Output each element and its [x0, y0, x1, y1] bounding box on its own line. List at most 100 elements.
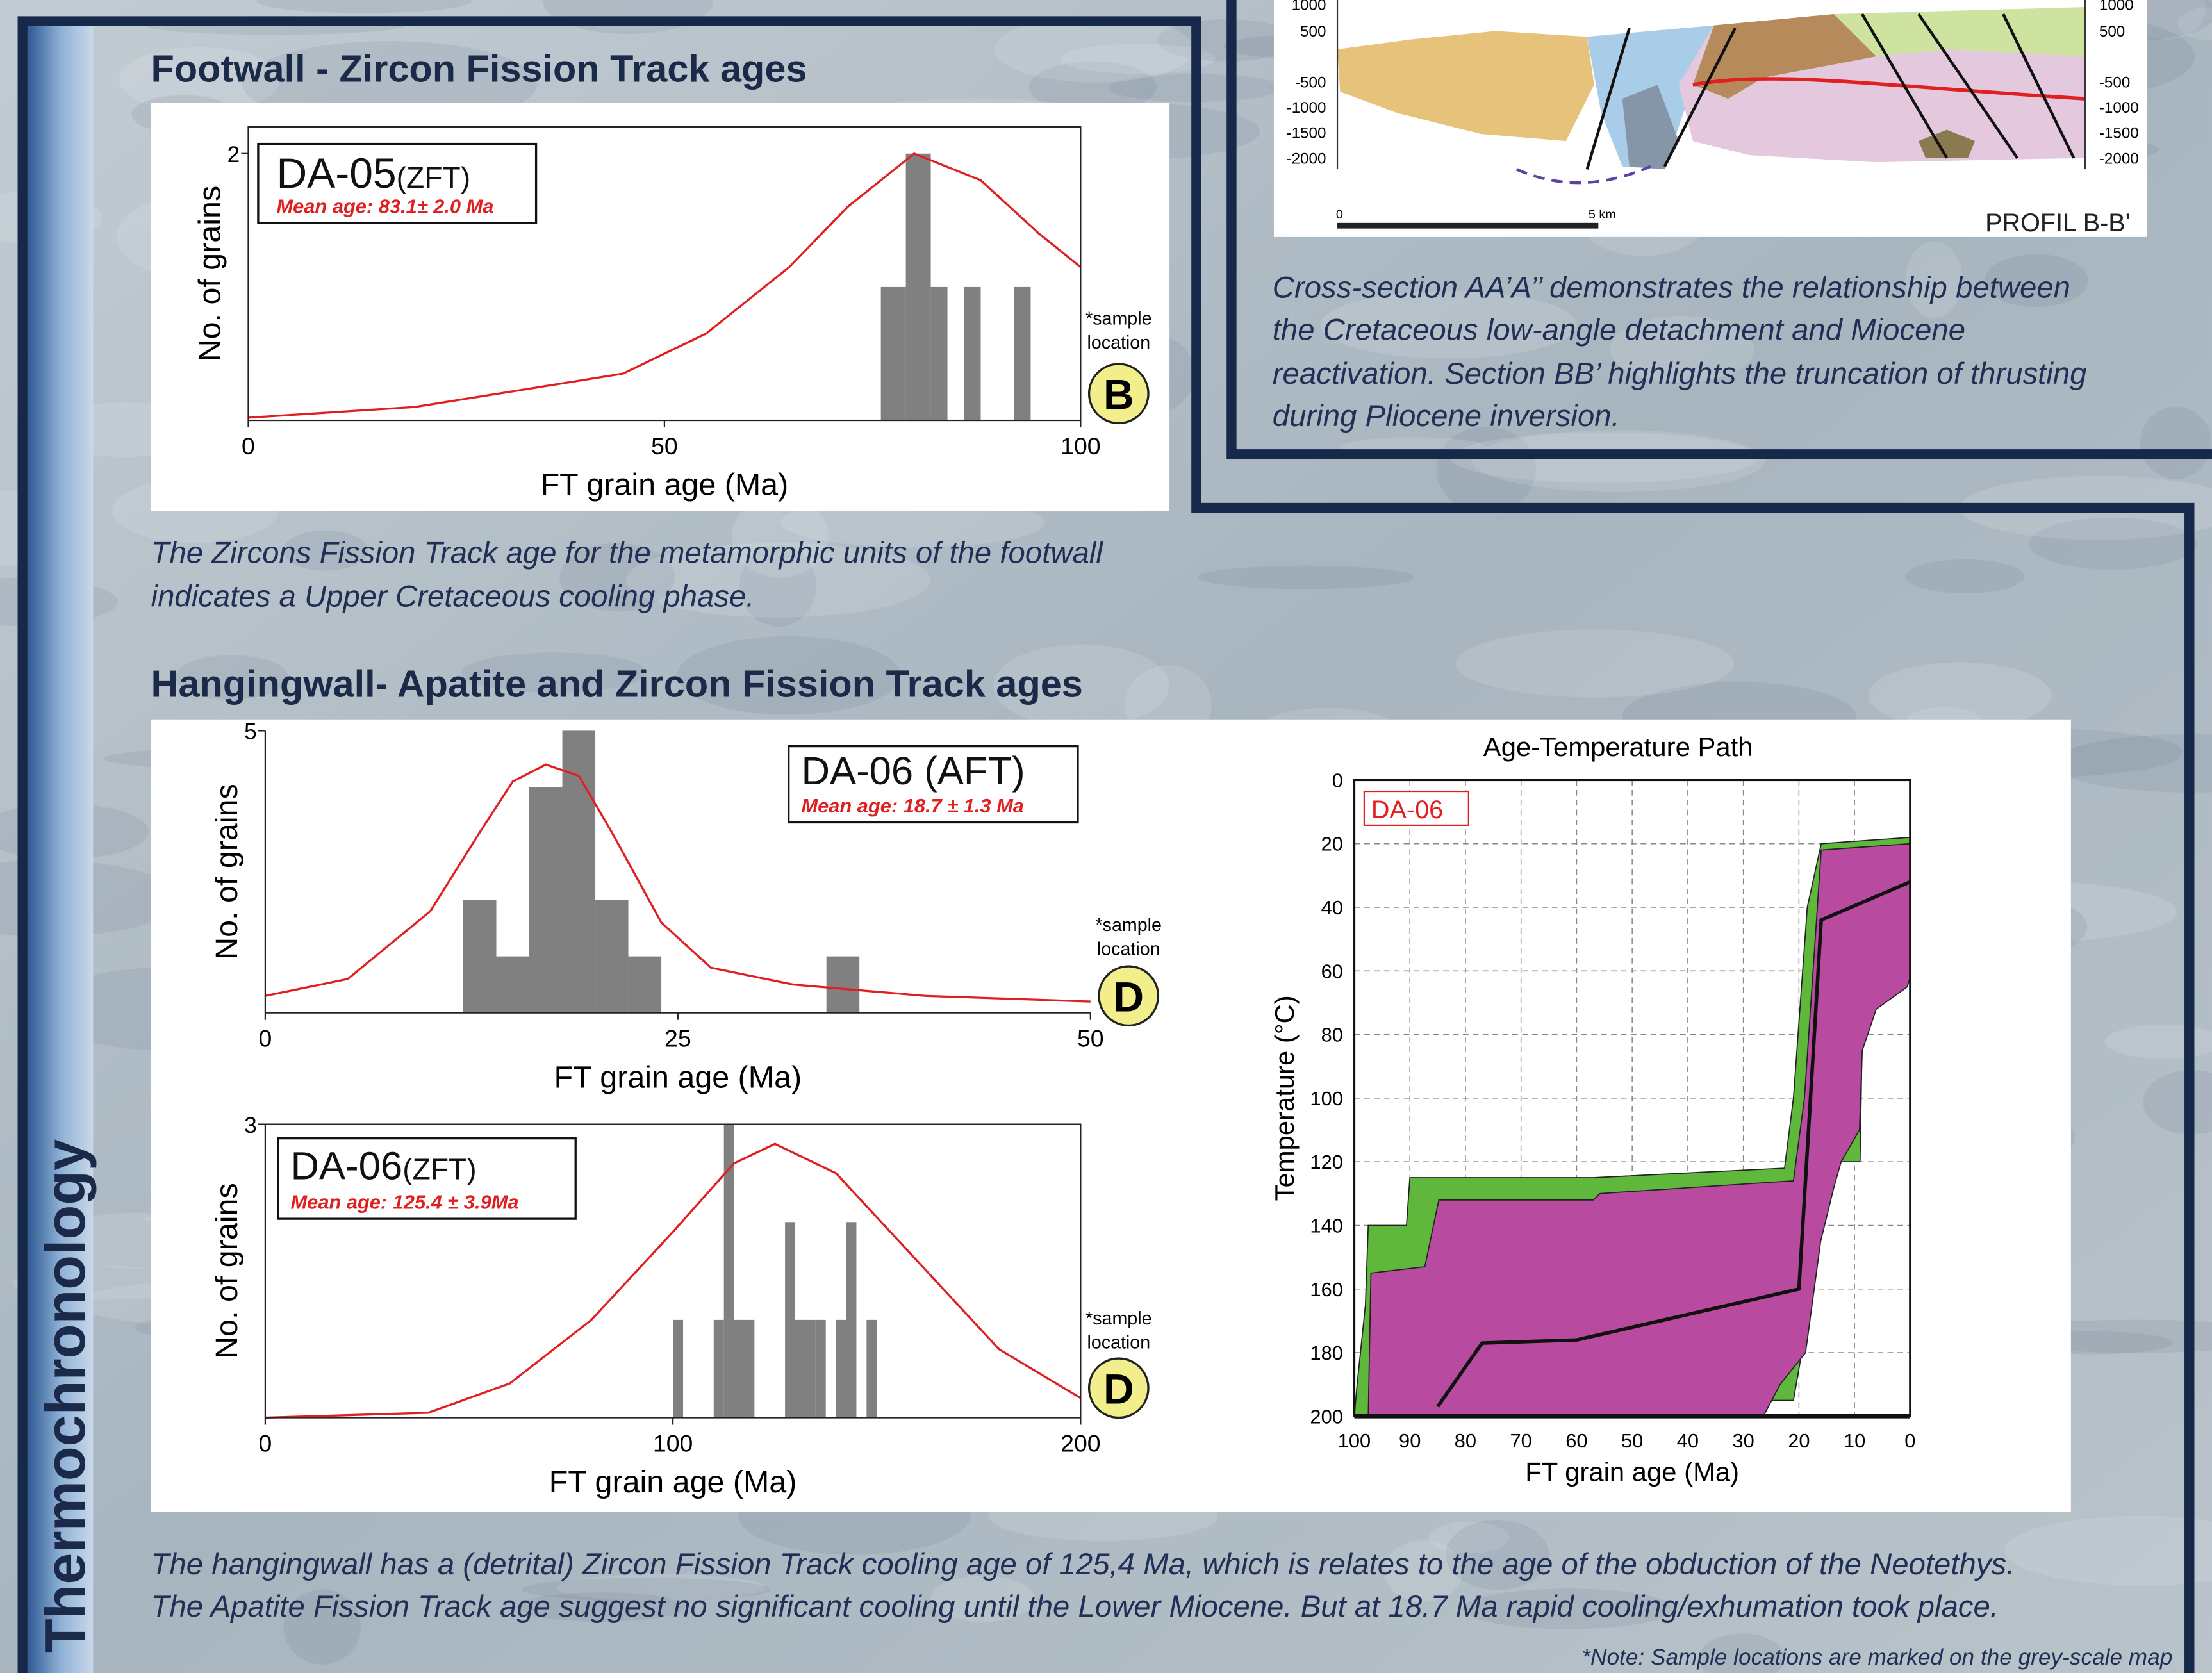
texture-spot: [1699, 1633, 1785, 1673]
x-tick-label: 50: [1621, 1430, 1643, 1452]
texture-spot: [993, 644, 1169, 728]
envelope: [1367, 843, 1911, 1417]
x-tick-label: 100: [1061, 433, 1100, 459]
scale-label: 5 km: [1589, 208, 1616, 222]
location-letter: D: [1103, 1365, 1134, 1413]
texture-spot: [1060, 44, 1216, 74]
side-title: Thermochronology: [33, 1139, 97, 1653]
mean-age: Mean age: 83.1± 2.0 Ma: [277, 195, 494, 217]
y-axis-label: No. of grains: [210, 784, 244, 960]
bar: [595, 900, 629, 1013]
caption: indicates a Upper Cretaceous cooling pha…: [151, 580, 755, 614]
sample-name: DA-05: [277, 149, 397, 197]
x-tick-label: 70: [1510, 1430, 1532, 1452]
texture-spot: [1868, 662, 2051, 729]
sample-box: [788, 745, 1079, 824]
sample-name: DA-06 (AFT): [801, 749, 1025, 793]
texture-spot: [2143, 1069, 2212, 1135]
elevation-label: -1000: [1287, 99, 1326, 117]
caption: during Pliocene inversion.: [1273, 399, 1620, 433]
y-tick-label: 0: [1332, 769, 1343, 791]
mean-age: Mean age: 125.4 ± 3.9Ma: [291, 1191, 519, 1214]
texture-spot: [995, 15, 1194, 83]
sample-box: [277, 1137, 577, 1220]
bar: [1014, 286, 1031, 421]
location-badge: [1098, 965, 1160, 1027]
chart-title: Age-Temperature Path: [1483, 732, 1753, 762]
x-tick-label: 30: [1733, 1430, 1754, 1452]
bar: [463, 900, 497, 1013]
bar: [628, 956, 662, 1013]
bar: [836, 1319, 846, 1418]
texture-spot: [1320, 291, 1577, 359]
cross-section-labels: 1000 1000 500 500 -500 -500 -1000 -1000 -1500 -15…: [1287, 0, 2139, 167]
x-tick-label: 100: [653, 1430, 693, 1456]
location-letter: B: [1103, 370, 1134, 418]
x-tick-label: 50: [1077, 1025, 1104, 1052]
x-axis-label: FT grain age (Ma): [541, 468, 789, 502]
location-badge: [1087, 1357, 1150, 1419]
texture-spot: [119, 47, 281, 113]
density-curve: [248, 152, 1082, 419]
sample-label: DA-06 (AFT): [801, 749, 1025, 793]
frame-border: [17, 16, 2195, 1673]
texture-spot: [2029, 517, 2197, 570]
bar: [723, 1124, 734, 1418]
sample-box: [257, 142, 538, 224]
caption: The Zircons Fission Track age for the me…: [151, 536, 1104, 570]
location-note: *sample: [1096, 915, 1162, 935]
texture-spot: [731, 496, 829, 578]
bar: [795, 1319, 805, 1418]
location-note: location: [1087, 1333, 1151, 1353]
caption: the Cretaceous low-angle detachment and …: [1273, 313, 1965, 347]
x-tick-label: 80: [1455, 1430, 1476, 1452]
method: (ZFT): [402, 1152, 476, 1185]
elevation-label: -1500: [1287, 125, 1326, 142]
x-tick-label: 20: [1788, 1430, 1810, 1452]
elevation-label: -500: [1295, 74, 1326, 91]
method: (ZFT): [397, 161, 470, 194]
side-bar: [28, 21, 94, 1673]
texture-spot: [1472, 430, 1765, 492]
texture-spot: [1445, 1519, 1549, 1590]
x-tick-label: 10: [1844, 1430, 1865, 1452]
y-tick-label: 120: [1310, 1151, 1342, 1173]
texture-spot: [559, 543, 675, 612]
texture-spot: [1197, 565, 1414, 589]
caption: The hangingwall has a (detrital) Zircon …: [151, 1547, 2015, 1581]
elevation-label: 500: [2099, 23, 2125, 40]
texture-spot: [1383, 1540, 1463, 1602]
x-tick-label: 60: [1565, 1430, 1587, 1452]
mean-age: Mean age: 18.7 ± 1.3 Ma: [801, 795, 1023, 817]
texture-spot: [461, 652, 648, 693]
bar: [880, 286, 906, 421]
texture-spot: [2004, 1515, 2212, 1586]
texture-spot: [522, 1578, 771, 1602]
elevation-label: -1500: [2099, 125, 2139, 142]
sample-label: DA-06(ZFT): [291, 1144, 477, 1188]
thermal-path: [1436, 880, 1911, 1408]
elevation-label: -2000: [1287, 150, 1326, 167]
y-tick-label: 40: [1321, 896, 1343, 919]
bar: [826, 956, 860, 1013]
x-axis-label: FT grain age (Ma): [549, 1465, 797, 1499]
elevation-label: -500: [2099, 74, 2130, 91]
bar: [905, 153, 931, 421]
location-note: location: [1087, 333, 1151, 353]
profile-label: PROFIL B-B': [1985, 209, 2130, 237]
x-tick-label: 0: [1904, 1430, 1915, 1452]
texture-spot: [625, 543, 931, 618]
x-tick-label: 0: [258, 1430, 272, 1456]
bar: [866, 1319, 877, 1418]
x-tick-label: 25: [664, 1025, 691, 1052]
x-axis-label: FT grain age (Ma): [1525, 1457, 1739, 1487]
texture-spot: [930, 1576, 1035, 1622]
scale-label: 0: [1336, 208, 1343, 222]
bar: [846, 1222, 857, 1418]
caption: reactivation. Section BB’ highlights the…: [1273, 357, 2087, 391]
elevation-label: -1000: [2099, 99, 2139, 117]
x-tick-label: 100: [1338, 1430, 1371, 1452]
